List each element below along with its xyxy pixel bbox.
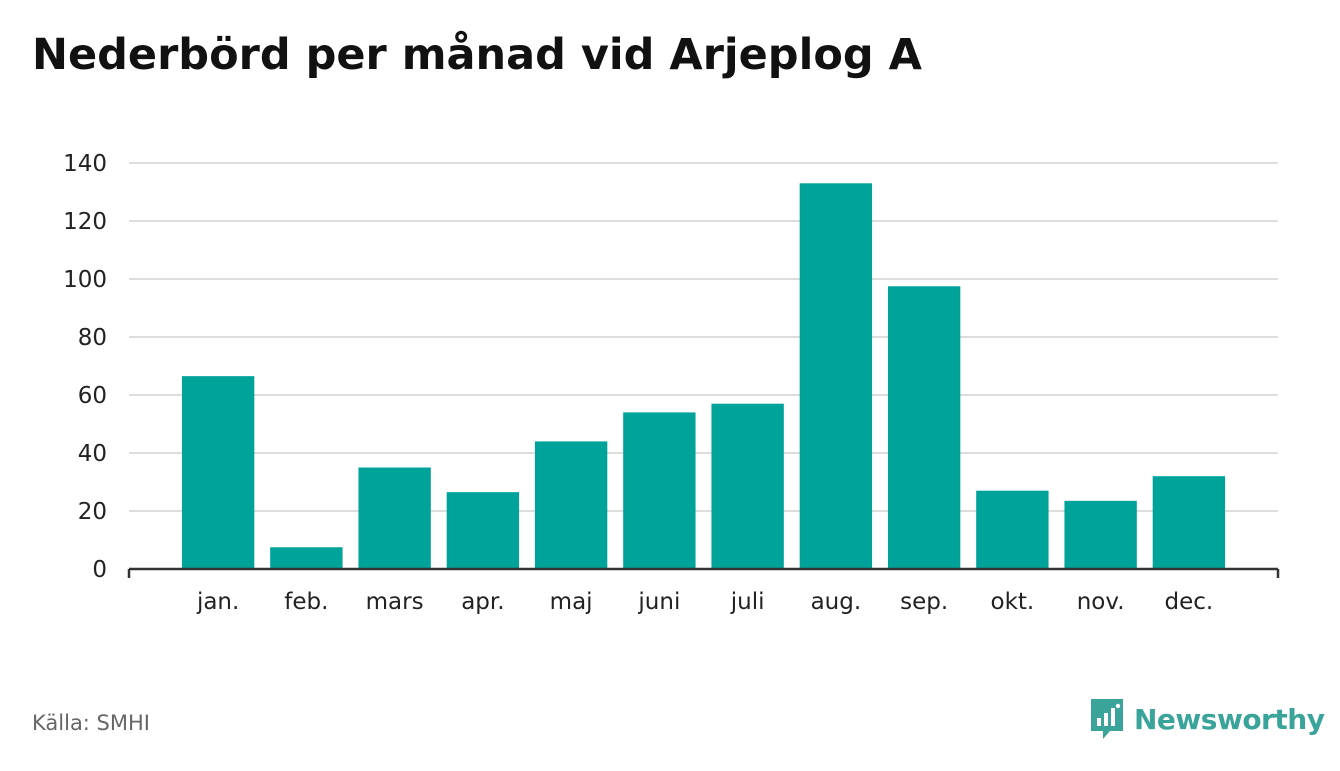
x-tick-label: mars bbox=[366, 589, 424, 615]
gridlines bbox=[129, 162, 1278, 512]
bar-mars bbox=[358, 467, 431, 569]
brand-logo: Newsworthy bbox=[1088, 697, 1325, 741]
y-tick-label: 140 bbox=[63, 151, 107, 177]
bar-juni bbox=[623, 412, 696, 569]
x-tick-label: juli bbox=[730, 589, 765, 615]
y-tick-label: 20 bbox=[78, 499, 107, 525]
bar-chart: 0 20 40 60 80 100 120 140 jan. feb. mars apr. maj ju… bbox=[63, 151, 1280, 615]
x-tick-label: aug. bbox=[811, 589, 862, 615]
x-tick-label: jan. bbox=[196, 589, 239, 615]
bar-feb bbox=[270, 547, 343, 569]
x-tick-label: dec. bbox=[1165, 589, 1214, 615]
bar-sep bbox=[887, 286, 961, 569]
bar-aug bbox=[799, 183, 873, 570]
y-tick-label: 80 bbox=[78, 325, 107, 351]
bar-okt bbox=[976, 490, 1049, 569]
y-tick-label: 0 bbox=[92, 557, 107, 583]
bar-juli bbox=[711, 403, 784, 569]
bar-apr bbox=[446, 492, 520, 569]
bar-jan bbox=[181, 376, 255, 569]
x-axis bbox=[127, 567, 1280, 578]
x-tick-label: okt. bbox=[991, 589, 1035, 615]
newsworthy-logo-icon bbox=[1091, 699, 1123, 739]
x-tick-labels: jan. feb. mars apr. maj juni juli aug. sep. okt. n… bbox=[196, 589, 1213, 615]
x-tick-label: maj bbox=[550, 589, 593, 615]
y-tick-labels: 0 20 40 60 80 100 120 140 bbox=[63, 151, 107, 583]
x-tick-label: juni bbox=[637, 589, 680, 615]
x-tick-label: feb. bbox=[284, 589, 328, 615]
y-tick-label: 100 bbox=[63, 267, 107, 293]
y-tick-label: 60 bbox=[78, 383, 107, 409]
x-tick-label: apr. bbox=[461, 589, 504, 615]
y-tick-label: 40 bbox=[78, 441, 107, 467]
x-tick-label: sep. bbox=[900, 589, 948, 615]
source-note: Källa: SMHI bbox=[32, 711, 150, 735]
y-tick-label: 120 bbox=[63, 209, 107, 235]
bar-dec bbox=[1152, 476, 1226, 569]
bar-maj bbox=[534, 441, 608, 569]
bar-nov bbox=[1064, 500, 1137, 569]
brand-name: Newsworthy bbox=[1134, 702, 1325, 736]
chart-title: Nederbörd per månad vid Arjeplog A bbox=[32, 30, 922, 80]
bars bbox=[181, 183, 1226, 570]
x-tick-label: nov. bbox=[1077, 589, 1125, 615]
